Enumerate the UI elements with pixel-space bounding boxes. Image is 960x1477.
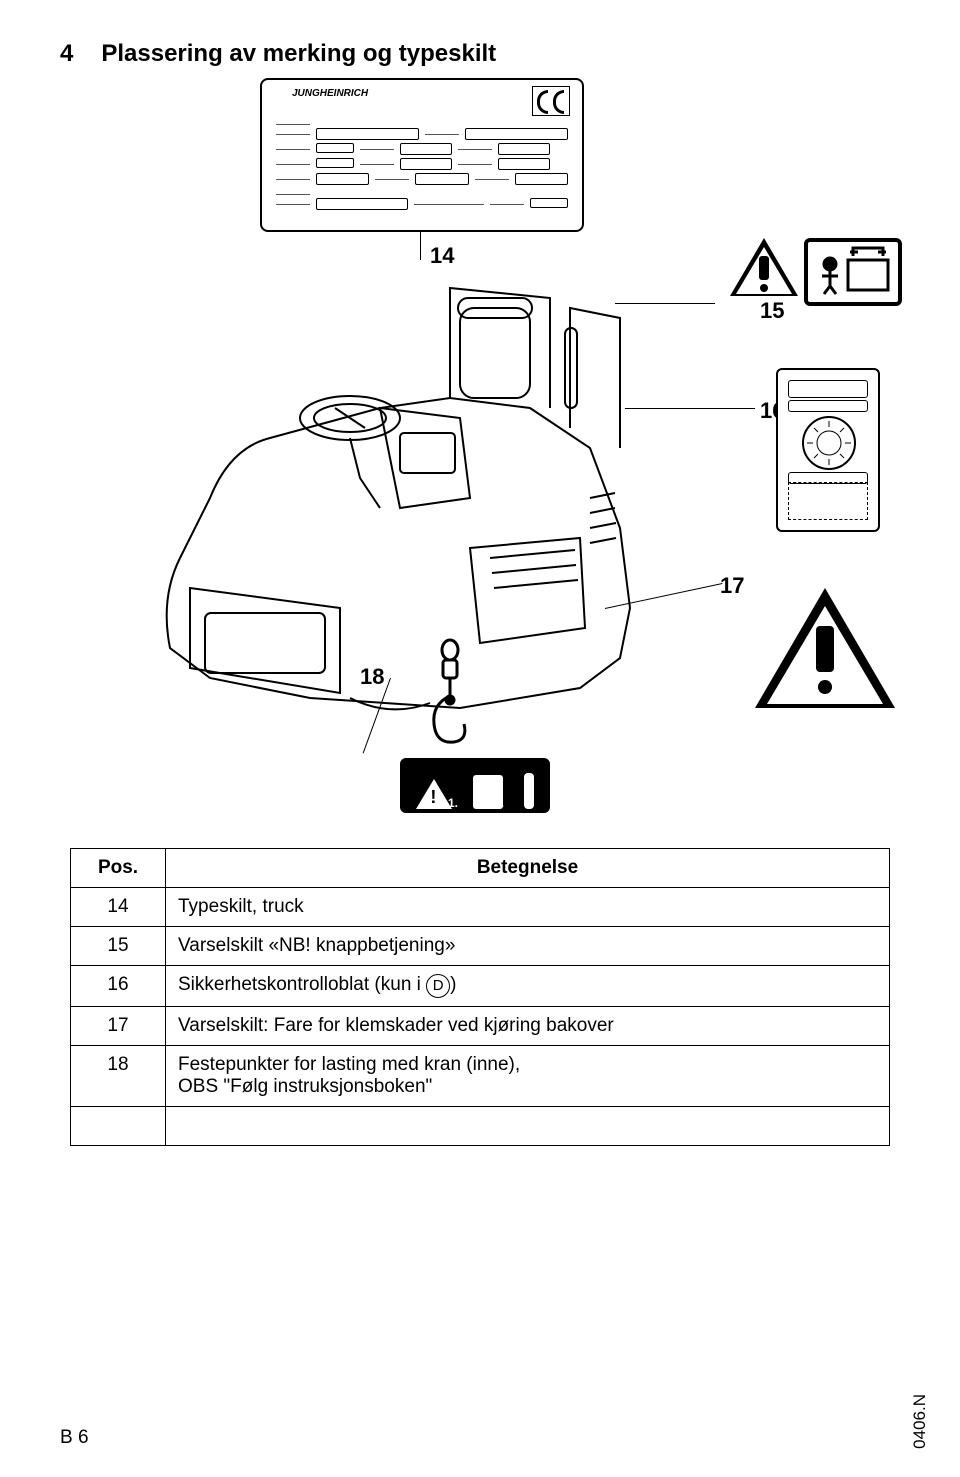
callout-18: 18 [360,664,384,690]
col-betegnelse: Betegnelse [166,849,890,888]
warning-icon [416,779,452,809]
truck-illustration [110,248,670,738]
typeplate-label: JUNGHEINRICH [260,78,584,232]
ce-mark [532,86,570,116]
circled-d: D [426,974,450,998]
warning-triangle-17 [755,588,895,708]
instruction-label-18: 1. 2. [400,758,550,813]
table-row: 15 Varselskilt «NB! knappbetjening» [71,927,890,966]
table-row: 18 Festepunkter for lasting med kran (in… [71,1046,890,1107]
description-table: Pos. Betegnelse 14 Typeskilt, truck 15 V… [70,848,890,1146]
section-heading: 4 Plassering av merking og typeskilt [60,40,900,68]
page-footer-left: B 6 [60,1427,89,1449]
heading-number: 4 [60,40,73,68]
warning-label-15 [730,238,900,308]
pinch-pictogram [804,238,902,306]
label-num-2: 2. [494,796,504,810]
heading-text: Plassering av merking og typeskilt [101,40,496,68]
callout-17: 17 [720,573,744,599]
table-row: 14 Typeskilt, truck [71,888,890,927]
page-footer-right: 0406.N [910,1394,930,1449]
table-row-empty [71,1107,890,1146]
illustration-area: JUNGHEINRICH 14 [60,78,900,828]
table-row: 17 Varselskilt: Fare for klemskader ved … [71,1007,890,1046]
crane-hook-icon [420,638,480,758]
wrench-icon [524,773,534,809]
table-row: 16 Sikkerhetskontrolloblat (kun i D) [71,966,890,1007]
inspection-label-16 [776,368,880,532]
brand-logo: JUNGHEINRICH [292,88,368,99]
label-num-1: 1. [448,796,458,810]
col-pos: Pos. [71,849,166,888]
